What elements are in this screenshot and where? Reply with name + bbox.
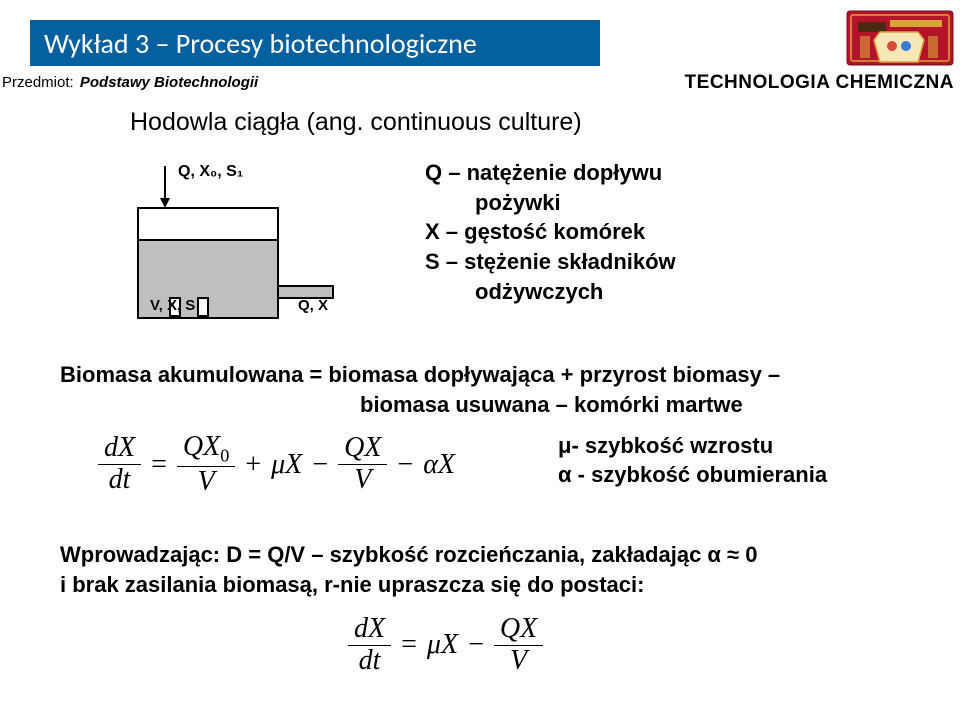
slide-title: Hodowla ciągła (ang. continuous culture)	[130, 108, 582, 137]
intro-line2: i brak zasilania biomasą, r-nie upraszcz…	[60, 572, 644, 597]
legend-x: X – gęstość komórek	[425, 219, 645, 244]
legend-q-sub: pożywki	[425, 188, 676, 218]
legend-s: S – stężenie składników	[425, 249, 676, 274]
equation-2: dX dt = μX − QX V	[348, 614, 543, 677]
balance-equation-text: Biomasa akumulowana = biomasa dopływając…	[60, 360, 780, 419]
subject-value: Podstawy Biotechnologii	[80, 74, 258, 91]
outflow-label: Q, X	[298, 297, 328, 314]
balance-line1: Biomasa akumulowana = biomasa dopływając…	[60, 362, 780, 387]
balance-line2: biomasa usuwana – komórki martwe	[60, 390, 780, 420]
inflow-label: Q, X₀, S₁	[178, 163, 244, 180]
svg-text:V, X, S: V, X, S	[150, 297, 195, 314]
simplification-text: Wprowadzając: D = Q/V – szybkość rozcień…	[60, 540, 757, 599]
department-label: TECHNOLOGIA CHEMICZNA	[685, 72, 954, 94]
rate-legend: μ- szybkość wzrostu α - szybkość obumier…	[558, 432, 827, 489]
subject-row: Przedmiot: Podstawy Biotechnologii	[2, 74, 258, 91]
mu-line: μ- szybkość wzrostu	[558, 433, 773, 458]
lecture-title: Wykład 3 – Procesy biotechnologiczne	[44, 26, 477, 61]
alpha-line: α - szybkość obumierania	[558, 462, 827, 487]
equation-1: dX dt = QX0 V + μX − QX V − αX	[98, 432, 455, 497]
variable-legend: Q – natężenie dopływu pożywki X – gęstoś…	[425, 158, 676, 306]
legend-q: Q – natężenie dopływu	[425, 160, 662, 185]
intro-line1: Wprowadzając: D = Q/V – szybkość rozcień…	[60, 542, 757, 567]
subject-label: Przedmiot:	[2, 74, 74, 91]
university-logo	[846, 10, 954, 66]
lecture-header: Wykład 3 – Procesy biotechnologiczne	[30, 20, 600, 66]
legend-s-sub: odżywczych	[425, 277, 676, 307]
reactor-diagram: Q, X₀, S₁ V, X, S V, X, S Q, X	[130, 158, 390, 328]
